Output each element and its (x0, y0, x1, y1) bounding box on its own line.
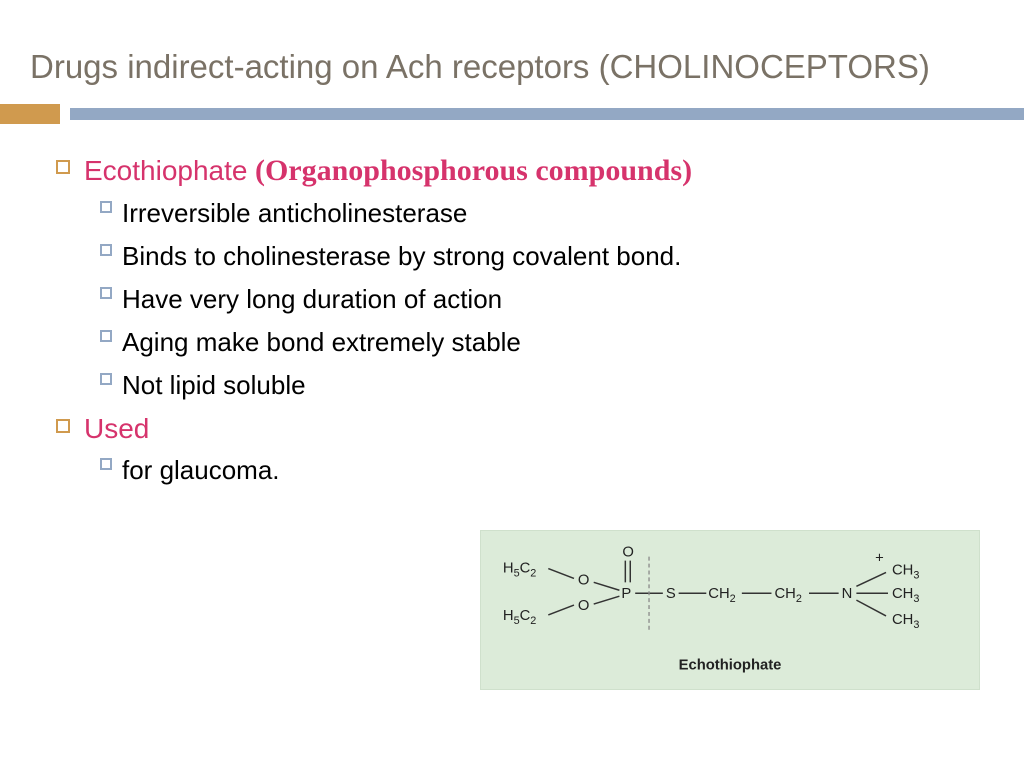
molecule-svg: H5C2 H5C2 O O P O S CH2 CH2 N + CH3 CH3 … (481, 531, 979, 689)
bullet-text: Binds to cholinesterase by strong covale… (122, 237, 681, 276)
atom-label: P (621, 586, 631, 602)
bullet-level2: Not lipid soluble (100, 366, 984, 405)
bullet-level1: Ecothiophate (Organophosphorous compound… (56, 154, 984, 188)
bullet-text: Irreversible anticholinesterase (122, 194, 467, 233)
atom-label: CH3 (892, 612, 919, 631)
charge-plus: + (875, 551, 884, 567)
bullet-text: for glaucoma. (122, 451, 280, 490)
atom-label: CH2 (774, 586, 801, 605)
slide-title: Drugs indirect-acting on Ach receptors (… (0, 0, 1024, 104)
atom-label: S (666, 586, 676, 602)
bullet-level2: Aging make bond extremely stable (100, 323, 984, 362)
atom-label: H5C2 (503, 560, 536, 579)
bullet-level1: Used (56, 413, 984, 445)
bullet-square-icon (56, 160, 70, 174)
bullet-square-icon (100, 287, 112, 299)
molecule-caption: Echothiophate (679, 657, 782, 673)
atom-label: H5C2 (503, 608, 536, 627)
atom-label: O (578, 598, 590, 614)
bullet-square-icon (100, 201, 112, 213)
content-area: Ecothiophate (Organophosphorous compound… (0, 124, 1024, 490)
bullet-square-icon (100, 244, 112, 256)
atom-label: CH3 (892, 562, 919, 581)
bullet-square-icon (100, 458, 112, 470)
bullet-level2: Binds to cholinesterase by strong covale… (100, 237, 984, 276)
bullet-level2: Irreversible anticholinesterase (100, 194, 984, 233)
atom-label: O (622, 545, 634, 561)
bullet-text: Have very long duration of action (122, 280, 502, 319)
used-label: Used (84, 413, 149, 444)
bullet-square-icon (100, 330, 112, 342)
atom-label: CH2 (708, 586, 735, 605)
bullet-square-icon (56, 419, 70, 433)
paren-close: ) (682, 154, 692, 187)
bullet-square-icon (100, 373, 112, 385)
drug-name: Ecothiophate (84, 155, 247, 186)
atom-label: CH3 (892, 586, 919, 605)
divider (0, 104, 1024, 124)
chemical-structure: H5C2 H5C2 O O P O S CH2 CH2 N + CH3 CH3 … (480, 530, 980, 690)
bullet-level2: Have very long duration of action (100, 280, 984, 319)
bullet-text: Aging make bond extremely stable (122, 323, 521, 362)
divider-bar (70, 108, 1024, 120)
accent-block (0, 104, 60, 124)
atom-label: O (578, 572, 590, 588)
bullet-text: Not lipid soluble (122, 366, 306, 405)
atom-label: N (842, 586, 853, 602)
drug-category: Organophosphorous compounds (265, 154, 682, 187)
bullet-level2: for glaucoma. (100, 451, 984, 490)
paren-open: ( (247, 154, 265, 187)
